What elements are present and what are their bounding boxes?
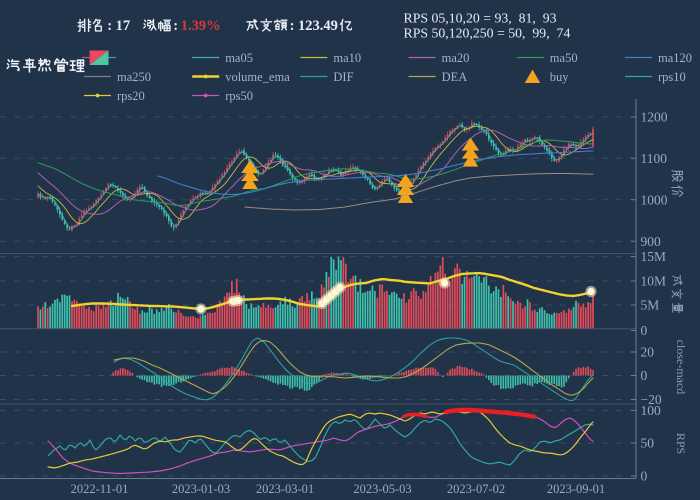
- svg-text:2023-01-03: 2023-01-03: [172, 482, 230, 496]
- svg-text:5M: 5M: [641, 298, 660, 313]
- svg-text:: 17: : 17: [107, 18, 130, 34]
- svg-text:20: 20: [641, 345, 655, 360]
- svg-text:ma120: ma120: [658, 51, 692, 65]
- svg-text:RPS: RPS: [674, 433, 688, 454]
- svg-text:rps50: rps50: [225, 89, 253, 103]
- svg-text:0: 0: [641, 323, 648, 338]
- svg-text:900: 900: [641, 234, 662, 249]
- svg-text:2023-07-02: 2023-07-02: [447, 482, 505, 496]
- svg-text:0: 0: [641, 469, 648, 484]
- svg-text:rps10: rps10: [658, 70, 686, 84]
- svg-text:0: 0: [641, 368, 648, 383]
- svg-text:ma05: ma05: [225, 51, 253, 65]
- svg-text:close-macd: close-macd: [674, 340, 688, 395]
- svg-text:RPS 50,120,250 = 50, 99, 74: RPS 50,120,250 = 50, 99, 74: [404, 26, 571, 41]
- svg-text:1.39%: 1.39%: [181, 18, 221, 34]
- svg-text:10M: 10M: [641, 274, 667, 289]
- svg-text:2023-05-03: 2023-05-03: [353, 482, 411, 496]
- svg-text:ma50: ma50: [550, 51, 578, 65]
- svg-text:: 123.49: : 123.49: [290, 18, 338, 34]
- svg-text:volume_ema: volume_ema: [225, 70, 290, 84]
- svg-text:1000: 1000: [641, 192, 668, 207]
- svg-text:DIF: DIF: [333, 70, 353, 84]
- svg-text:50: 50: [641, 436, 655, 451]
- svg-text:RPS 05,10,20 = 93, 81, 93: RPS 05,10,20 = 93, 81, 93: [404, 10, 557, 25]
- svg-text:100: 100: [641, 403, 662, 418]
- svg-text::: :: [173, 18, 178, 34]
- svg-text:15M: 15M: [641, 249, 667, 264]
- svg-text:ma250: ma250: [117, 70, 151, 84]
- svg-text:−20: −20: [641, 392, 662, 407]
- svg-text:1200: 1200: [641, 110, 668, 125]
- svg-text:2023-09-01: 2023-09-01: [547, 482, 605, 496]
- svg-text:2022-11-01: 2022-11-01: [71, 482, 129, 496]
- svg-text:1100: 1100: [641, 151, 668, 166]
- svg-text:ma10: ma10: [333, 51, 361, 65]
- svg-text:buy: buy: [550, 70, 570, 84]
- svg-text:ma20: ma20: [442, 51, 470, 65]
- svg-text:DEA: DEA: [442, 70, 468, 84]
- svg-text:2023-03-01: 2023-03-01: [256, 482, 314, 496]
- svg-text:rps20: rps20: [117, 89, 145, 103]
